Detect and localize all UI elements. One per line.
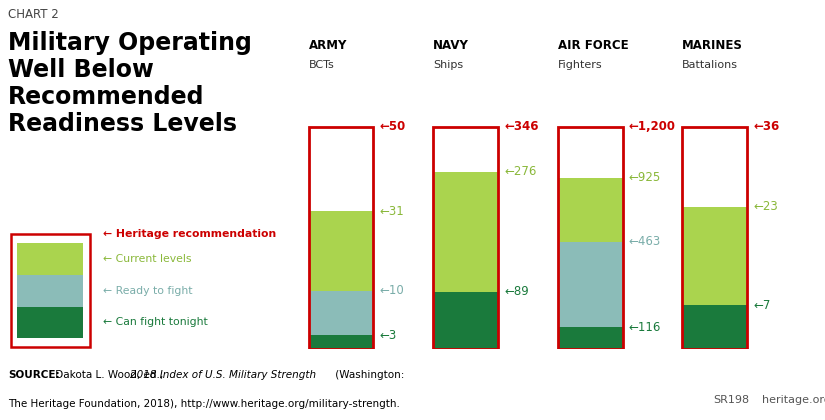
Text: Dakota L. Wood, ed.,: Dakota L. Wood, ed.,: [51, 370, 166, 380]
Bar: [17, 275, 83, 307]
Text: (Washington:: (Washington:: [332, 370, 404, 380]
Text: CHART 2: CHART 2: [8, 8, 59, 21]
Text: ← Current levels: ← Current levels: [103, 254, 191, 264]
Text: ← Can fight tonight: ← Can fight tonight: [103, 318, 208, 328]
Text: ←89: ←89: [504, 285, 529, 298]
Bar: [309, 127, 374, 349]
Text: ←276: ←276: [504, 165, 536, 178]
Text: ←7: ←7: [753, 299, 771, 312]
Text: NAVY: NAVY: [433, 39, 469, 52]
Bar: [309, 291, 374, 335]
Text: SOURCE:: SOURCE:: [8, 370, 60, 380]
Text: ← Ready to fight: ← Ready to fight: [103, 286, 193, 296]
Bar: [558, 241, 623, 327]
Text: ←116: ←116: [629, 320, 661, 333]
Bar: [433, 172, 498, 291]
Text: ARMY: ARMY: [309, 39, 347, 52]
Text: ← Heritage recommendation: ← Heritage recommendation: [103, 229, 276, 239]
Bar: [309, 335, 374, 349]
Bar: [558, 178, 623, 242]
Text: ←31: ←31: [380, 205, 404, 218]
Text: ←23: ←23: [753, 200, 778, 213]
Bar: [309, 211, 374, 291]
Bar: [558, 327, 623, 349]
Text: Ships: Ships: [433, 60, 464, 70]
Text: ←3: ←3: [380, 329, 397, 342]
Bar: [682, 127, 747, 349]
Text: ←346: ←346: [504, 120, 539, 133]
Text: The Heritage Foundation, 2018), http://www.heritage.org/military-strength.: The Heritage Foundation, 2018), http://w…: [8, 399, 400, 409]
Text: MARINES: MARINES: [682, 39, 743, 52]
Bar: [682, 305, 747, 349]
Bar: [682, 207, 747, 305]
Text: ←36: ←36: [753, 120, 780, 133]
Text: ←1,200: ←1,200: [629, 120, 676, 133]
Text: ←463: ←463: [629, 235, 661, 248]
Bar: [11, 234, 90, 347]
Bar: [17, 307, 83, 338]
Text: Military Operating
Well Below
Recommended
Readiness Levels: Military Operating Well Below Recommende…: [8, 32, 252, 136]
Bar: [433, 127, 498, 349]
Text: ←10: ←10: [380, 284, 404, 297]
Text: ←50: ←50: [380, 120, 406, 133]
Bar: [558, 127, 623, 349]
Text: 2018 Index of U.S. Military Strength: 2018 Index of U.S. Military Strength: [130, 370, 316, 380]
Text: AIR FORCE: AIR FORCE: [558, 39, 629, 52]
Text: SR198: SR198: [714, 395, 750, 405]
Text: Battalions: Battalions: [682, 60, 738, 70]
Text: Fighters: Fighters: [558, 60, 602, 70]
Text: heritage.org: heritage.org: [755, 395, 825, 405]
Text: BCTs: BCTs: [309, 60, 334, 70]
Bar: [433, 291, 498, 349]
Text: ←925: ←925: [629, 171, 661, 184]
Bar: [17, 243, 83, 275]
